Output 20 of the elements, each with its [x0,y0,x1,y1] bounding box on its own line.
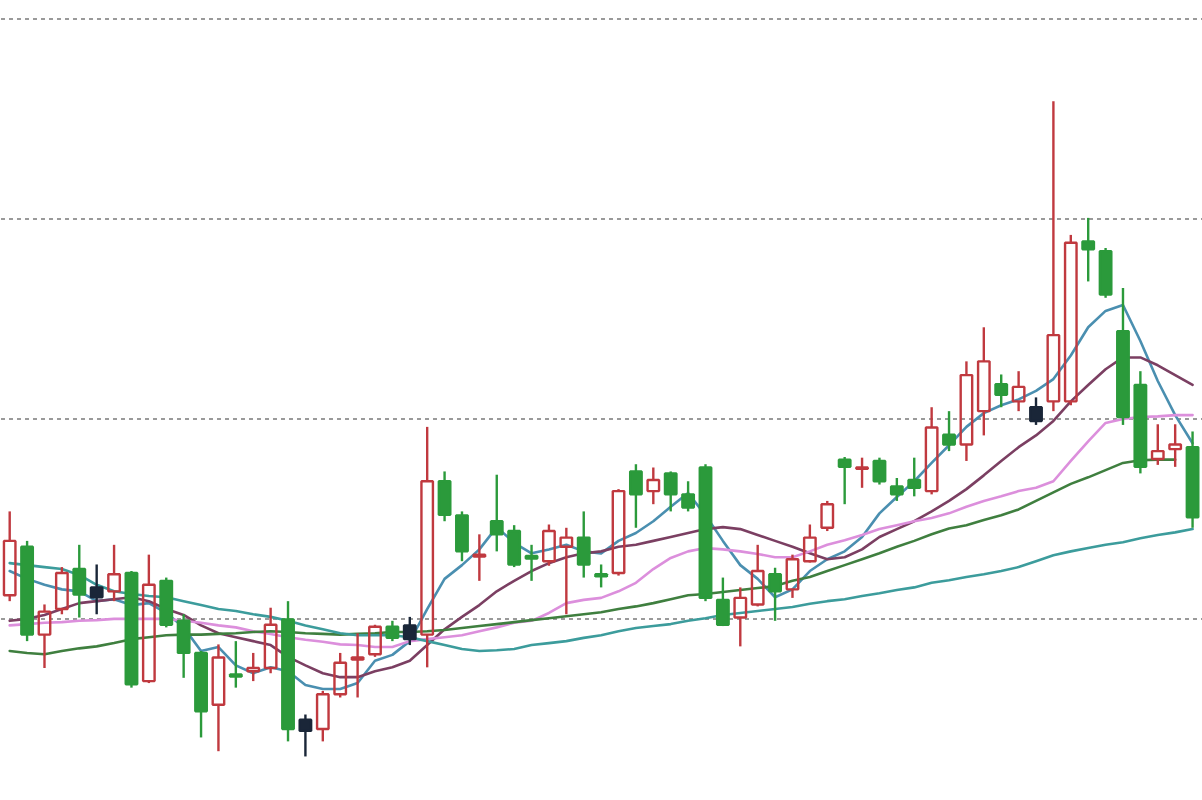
candlestick [89,563,104,616]
candlestick [646,466,661,506]
candlestick [263,606,278,675]
candlestick [976,326,991,437]
candlestick [1046,100,1061,413]
candlestick [298,713,313,758]
candlestick [472,533,487,583]
candlestick [2,510,17,603]
candlestick [524,543,539,583]
candlestick [176,613,191,680]
candlestick [420,425,435,669]
candlestick [1185,430,1200,529]
candlestick [350,632,365,699]
candlestick [959,360,974,463]
candlestick [37,603,52,670]
candlestick [211,643,226,753]
candlestick [437,470,452,523]
candlestick [1081,216,1096,283]
candlestick [72,543,87,619]
candlestick [1011,369,1026,413]
